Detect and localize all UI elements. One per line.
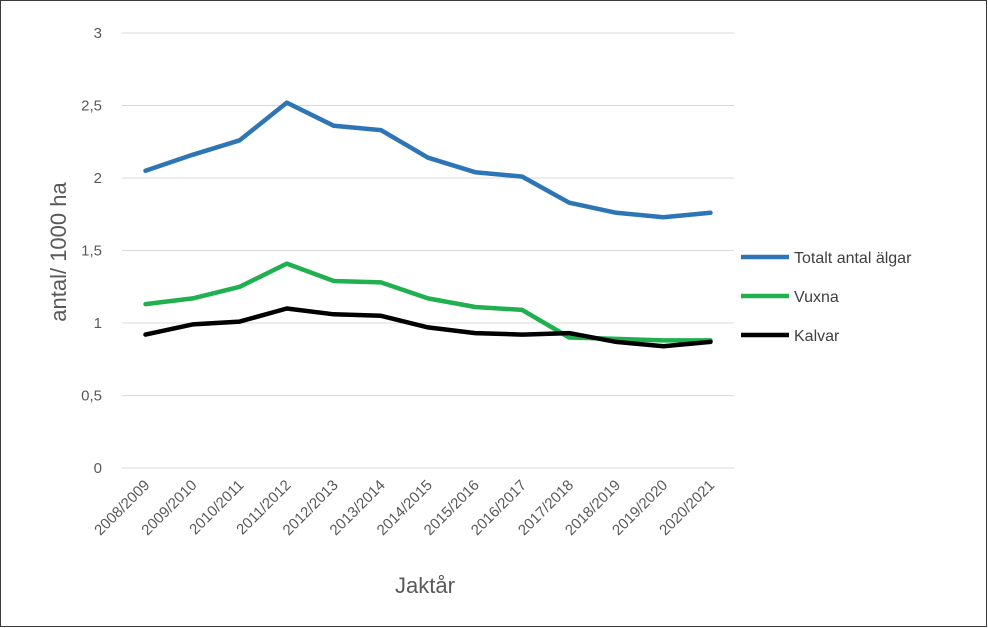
- legend-label: Totalt antal älgar: [794, 250, 912, 267]
- series-line: [143, 261, 713, 343]
- series-line: [143, 100, 713, 220]
- y-tick-label: 1,5: [81, 243, 102, 260]
- y-tick-label: 2: [94, 170, 102, 187]
- y-tick-label: 0: [94, 460, 102, 477]
- x-tick-labels: 2008/20092009/20102010/20112011/20122012…: [91, 477, 718, 539]
- legend-label: Vuxna: [794, 289, 839, 306]
- series-line: [143, 306, 713, 349]
- y-tick-label: 2,5: [81, 98, 102, 115]
- legend: Totalt antal älgar Vuxna Kalvar: [741, 250, 912, 345]
- x-axis-title: Jaktår: [395, 573, 455, 598]
- y-tick-labels: 0 0,5 1 1,5 2 2,5 3: [81, 25, 102, 477]
- y-tick-label: 3: [94, 25, 102, 42]
- legend-label: Kalvar: [794, 328, 840, 345]
- series-lines: [143, 100, 713, 349]
- y-tick-label: 1: [94, 315, 102, 332]
- y-tick-label: 0,5: [81, 388, 102, 405]
- gridlines: [122, 32, 734, 469]
- y-axis-title: antal/ 1000 ha: [46, 182, 71, 322]
